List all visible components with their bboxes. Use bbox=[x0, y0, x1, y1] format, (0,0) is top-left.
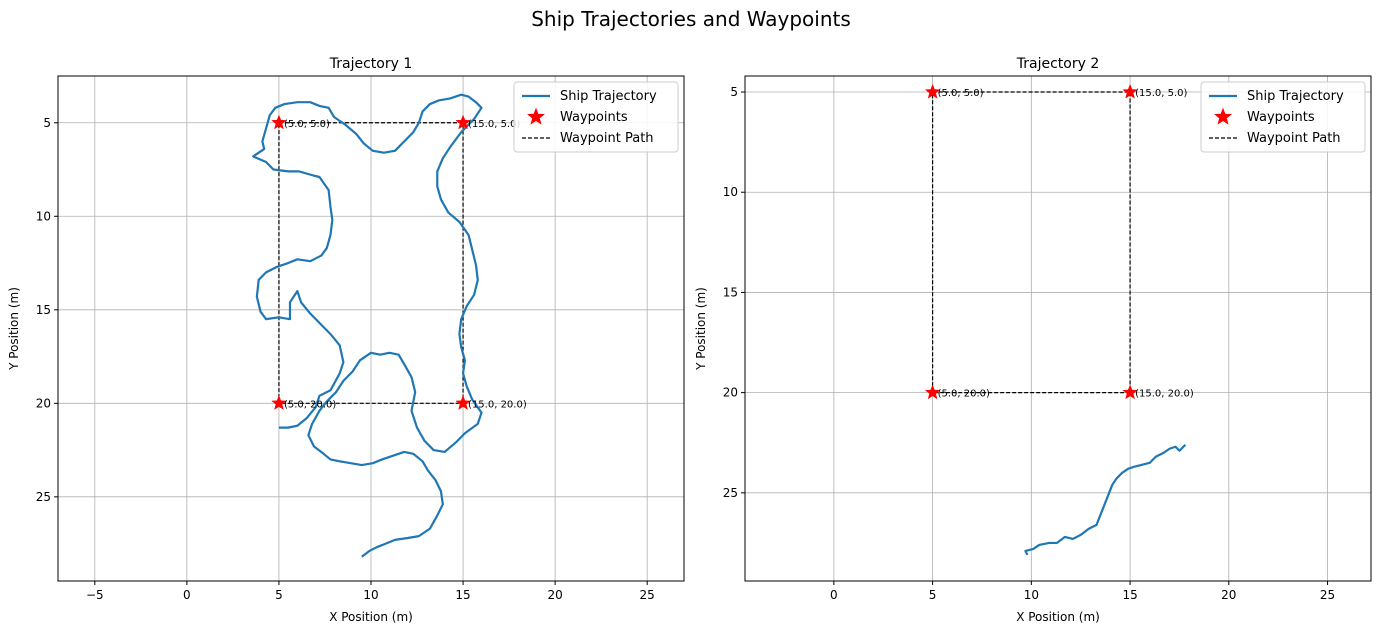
subplot-trajectory-2: (5.0, 5.0) (15.0, 5.0) (15.0, 20.0) (5.0, 2… bbox=[694, 56, 1372, 624]
waypoint-marker bbox=[455, 395, 471, 410]
legend-entry-label: Waypoints bbox=[560, 110, 628, 125]
x-tick-label: 10 bbox=[1024, 588, 1039, 602]
y-axis-label: Y Position (m) bbox=[694, 287, 708, 371]
legend-entry-label: Waypoint Path bbox=[1247, 131, 1341, 146]
subplot-title: Trajectory 2 bbox=[1016, 56, 1099, 72]
y-tick-label: 25 bbox=[36, 490, 51, 504]
y-tick-label: 5 bbox=[730, 85, 738, 99]
y-tick-label: 5 bbox=[43, 116, 51, 130]
x-tick-label: 0 bbox=[183, 588, 191, 602]
legend: Ship Trajectory Waypoints Waypoint Path bbox=[1200, 81, 1366, 153]
legend-waypoint-swatch bbox=[527, 107, 545, 125]
x-tick-label: 15 bbox=[455, 588, 470, 602]
waypoint-marker bbox=[455, 114, 471, 130]
axes-frame bbox=[744, 75, 1372, 582]
x-tick-label: 20 bbox=[1221, 588, 1236, 602]
x-tick-label: 5 bbox=[929, 588, 937, 602]
waypoint-label: (5.0, 20.0) bbox=[938, 389, 990, 400]
waypoint-marker bbox=[271, 395, 287, 410]
x-axis-label: X Position (m) bbox=[1016, 610, 1100, 624]
ship-trajectory-line bbox=[1024, 443, 1187, 556]
x-tick-label: 15 bbox=[1122, 588, 1137, 602]
waypoint-label: (15.0, 5.0) bbox=[468, 119, 520, 130]
waypoint-marker bbox=[924, 83, 941, 99]
waypoint-marker bbox=[924, 384, 941, 400]
waypoint-label: (5.0, 5.0) bbox=[284, 119, 330, 130]
y-tick-label: 25 bbox=[723, 486, 738, 500]
y-tick-label: 20 bbox=[723, 386, 738, 400]
legend-box bbox=[1200, 81, 1366, 153]
y-axis-label: Y Position (m) bbox=[7, 287, 21, 371]
waypoint-marker bbox=[1122, 83, 1138, 99]
y-tick-label: 15 bbox=[36, 303, 51, 317]
waypoint-label: (5.0, 5.0) bbox=[938, 88, 984, 99]
legend-entry-label: Waypoints bbox=[1247, 110, 1315, 125]
x-tick-label: 5 bbox=[275, 588, 283, 602]
waypoint-label: (15.0, 20.0) bbox=[1135, 389, 1194, 400]
legend-entry-label: Ship Trajectory bbox=[560, 89, 657, 104]
legend-entry-label: Waypoint Path bbox=[560, 131, 654, 146]
waypoint-marker bbox=[271, 114, 287, 130]
x-tick-label: 0 bbox=[830, 588, 838, 602]
waypoint-label: (15.0, 20.0) bbox=[468, 399, 527, 410]
legend-waypoint-swatch bbox=[1214, 107, 1232, 125]
figure-suptitle: Ship Trajectories and Waypoints bbox=[531, 7, 851, 31]
y-tick-label: 10 bbox=[723, 185, 738, 199]
x-tick-label: 25 bbox=[1320, 588, 1335, 602]
y-tick-label: 20 bbox=[36, 396, 51, 410]
subplot-title: Trajectory 1 bbox=[329, 56, 412, 72]
grid bbox=[745, 76, 1371, 581]
waypoint-label: (15.0, 5.0) bbox=[1135, 88, 1187, 99]
subplot-trajectory-1: (5.0, 5.0) (15.0, 5.0) (15.0, 20.0) (5.0, 2… bbox=[7, 56, 685, 624]
y-tick-label: 10 bbox=[36, 209, 51, 223]
x-tick-label: 20 bbox=[547, 588, 562, 602]
y-tick-label: 15 bbox=[723, 285, 738, 299]
x-tick-label: 25 bbox=[640, 588, 655, 602]
ship-trajectory-line bbox=[252, 93, 483, 558]
x-tick-label: 10 bbox=[363, 588, 378, 602]
legend: Ship Trajectory Waypoints Waypoint Path bbox=[513, 81, 679, 153]
x-tick-label: −5 bbox=[86, 588, 104, 602]
waypoint-marker bbox=[1122, 384, 1138, 400]
x-axis-label: X Position (m) bbox=[329, 610, 413, 624]
waypoint-label: (5.0, 20.0) bbox=[284, 399, 336, 410]
legend-box bbox=[513, 81, 679, 153]
legend-entry-label: Ship Trajectory bbox=[1247, 89, 1344, 104]
